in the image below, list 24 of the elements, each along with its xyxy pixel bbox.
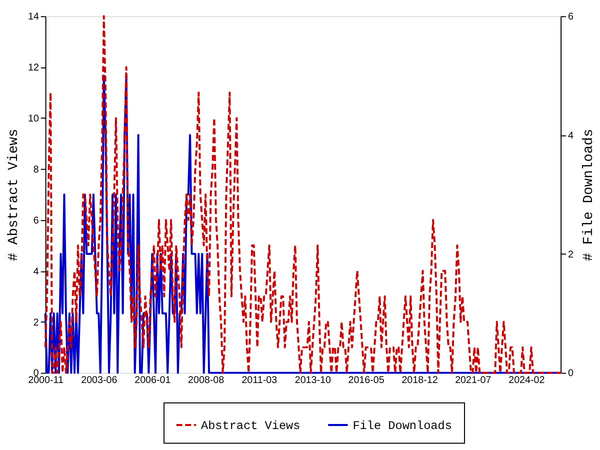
y2-tick-label: 0 (568, 368, 574, 380)
y2-tick-label: 6 (568, 12, 574, 23)
x-tick-label: 2006-01 (134, 375, 171, 386)
y2-tick-label: 2 (568, 249, 574, 260)
x-tick-label: 2024-02 (508, 375, 545, 386)
y-tick-label: 12 (28, 62, 39, 74)
x-tick-label: 2008-08 (188, 375, 225, 386)
x-tick-label: 2013-10 (294, 375, 332, 386)
y-tick-label: 14 (28, 12, 40, 23)
legend-label: Abstract Views (200, 418, 300, 433)
x-tick-label: 2021-07 (455, 375, 492, 386)
y-tick-label: 4 (33, 266, 40, 278)
y2-axis-title: # File Downloads (582, 128, 598, 262)
x-tick-label: 2003-06 (81, 375, 118, 386)
y-tick-label: 2 (33, 317, 39, 328)
x-tick-label: 2016-05 (348, 375, 385, 386)
x-tick-label: 2018-12 (402, 375, 438, 386)
y-axis-title: # Abstract Views (7, 128, 22, 262)
legend-label: File Downloads (352, 418, 452, 433)
y-tick-label: 8 (33, 164, 40, 176)
y2-tick-label: 4 (568, 130, 574, 142)
y-tick-label: 6 (33, 215, 40, 226)
y-tick-label: 10 (28, 113, 40, 124)
x-tick-label: 2011-03 (242, 375, 278, 386)
